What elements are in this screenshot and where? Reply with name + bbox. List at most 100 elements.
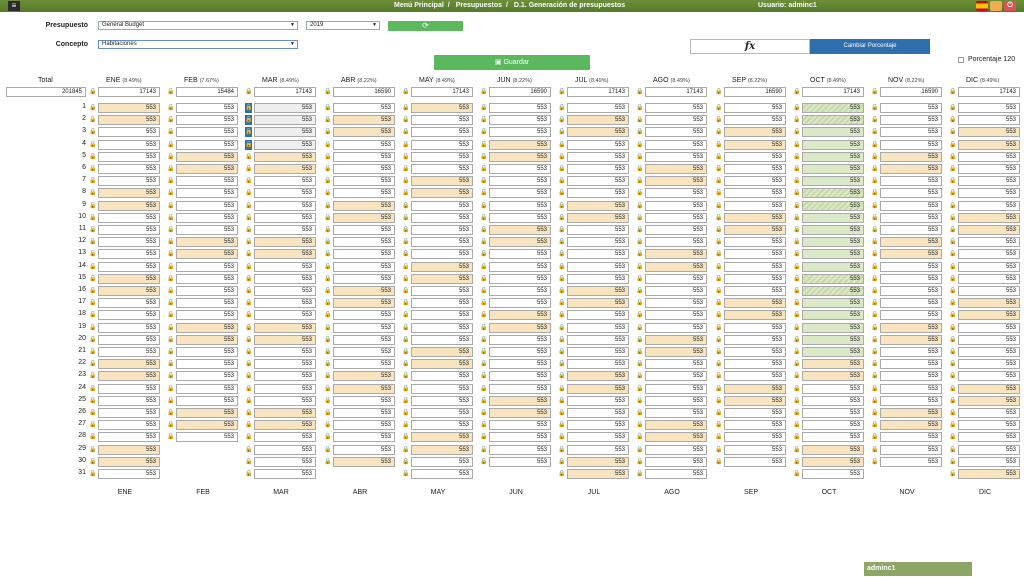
lock-icon[interactable]: 🔒	[793, 117, 801, 123]
lock-icon[interactable]: 🔒	[793, 264, 801, 270]
lock-icon[interactable]: 🔒	[558, 434, 566, 440]
day-value-input[interactable]: 553	[411, 396, 473, 406]
day-value-input[interactable]: 553	[958, 298, 1020, 308]
lock-icon[interactable]: 🔒	[636, 373, 644, 379]
lock-icon[interactable]: 🔒	[245, 459, 253, 465]
day-value-input[interactable]: 553	[176, 201, 238, 211]
lock-icon[interactable]: 🔒	[89, 227, 97, 233]
day-value-input[interactable]: 553	[176, 188, 238, 198]
day-value-input[interactable]: 553	[645, 152, 707, 162]
lock-icon[interactable]: 🔒	[402, 447, 410, 453]
day-value-input[interactable]: 553	[567, 469, 629, 479]
day-value-input[interactable]: 553	[880, 201, 942, 211]
day-value-input[interactable]: 553	[411, 274, 473, 284]
lock-icon[interactable]: 🔒	[245, 264, 253, 270]
day-value-input[interactable]: 553	[645, 103, 707, 113]
lock-icon[interactable]: 🔒	[402, 325, 410, 331]
lock-icon[interactable]: 🔒	[558, 288, 566, 294]
lock-icon[interactable]: 🔒	[89, 422, 97, 428]
day-value-input[interactable]: 553	[176, 249, 238, 259]
day-value-input[interactable]: 553	[645, 396, 707, 406]
day-value-input[interactable]: 553	[802, 432, 864, 442]
day-value-input[interactable]: 553	[958, 213, 1020, 223]
day-value-input[interactable]: 553	[880, 420, 942, 430]
day-value-input[interactable]: 553	[489, 420, 551, 430]
lock-icon[interactable]: 🔒	[245, 127, 253, 137]
day-value-input[interactable]: 553	[333, 347, 395, 357]
lock-icon[interactable]: 🔒	[636, 129, 644, 135]
day-value-input[interactable]: 553	[724, 201, 786, 211]
lock-icon[interactable]: 🔒	[480, 325, 488, 331]
day-value-input[interactable]: 553	[98, 213, 160, 223]
lock-icon[interactable]: 🔒	[636, 288, 644, 294]
lock-icon[interactable]: 🔒	[324, 398, 332, 404]
lock-icon[interactable]: 🔒	[793, 190, 801, 196]
day-value-input[interactable]: 553	[802, 445, 864, 455]
lock-icon[interactable]: 🔒	[558, 300, 566, 306]
lock-icon[interactable]: 🔒	[324, 178, 332, 184]
day-value-input[interactable]: 553	[958, 323, 1020, 333]
lock-icon[interactable]: 🔒	[245, 140, 253, 150]
day-value-input[interactable]: 553	[567, 371, 629, 381]
day-value-input[interactable]: 553	[724, 225, 786, 235]
day-value-input[interactable]: 553	[411, 408, 473, 418]
day-value-input[interactable]: 553	[880, 298, 942, 308]
day-value-input[interactable]: 553	[645, 347, 707, 357]
lock-icon[interactable]: 🔒	[715, 422, 723, 428]
lock-icon[interactable]: 🔒	[402, 105, 410, 111]
day-value-input[interactable]: 553	[880, 396, 942, 406]
lock-icon[interactable]: 🔒	[715, 142, 723, 148]
day-value-input[interactable]: 553	[489, 164, 551, 174]
lock-icon[interactable]: 🔒	[402, 251, 410, 257]
lock-icon[interactable]: 🔒	[949, 312, 957, 318]
lock-icon[interactable]: 🔒	[324, 190, 332, 196]
day-value-input[interactable]: 553	[645, 310, 707, 320]
lock-icon[interactable]: 🔒	[636, 215, 644, 221]
lock-icon[interactable]: 🔒	[324, 264, 332, 270]
day-value-input[interactable]: 553	[411, 445, 473, 455]
lock-icon[interactable]: 🔒	[89, 239, 97, 245]
lock-icon[interactable]: 🔒	[480, 154, 488, 160]
lock-icon[interactable]: 🔒	[480, 166, 488, 172]
day-value-input[interactable]: 553	[724, 188, 786, 198]
day-value-input[interactable]: 553	[489, 127, 551, 137]
day-value-input[interactable]: 553	[98, 274, 160, 284]
lock-icon[interactable]: 🔒	[245, 398, 253, 404]
day-value-input[interactable]: 553	[411, 335, 473, 345]
lock-icon[interactable]: 🔒	[793, 178, 801, 184]
lock-icon[interactable]: 🔒	[480, 422, 488, 428]
lock-icon[interactable]: 🔒	[636, 117, 644, 123]
day-value-input[interactable]: 553	[802, 249, 864, 259]
lock-icon[interactable]: 🔒	[793, 337, 801, 343]
day-value-input[interactable]: 553	[958, 384, 1020, 394]
day-value-input[interactable]: 553	[98, 127, 160, 137]
day-value-input[interactable]: 553	[880, 188, 942, 198]
lock-icon[interactable]: 🔒	[636, 422, 644, 428]
lock-icon[interactable]: 🔒	[480, 349, 488, 355]
day-value-input[interactable]: 553	[176, 359, 238, 369]
lock-icon[interactable]: 🔒	[480, 89, 488, 95]
lock-icon[interactable]: 🔒	[324, 89, 332, 95]
day-value-input[interactable]: 553	[567, 298, 629, 308]
day-value-input[interactable]: 553	[411, 225, 473, 235]
lock-icon[interactable]: 🔒	[480, 447, 488, 453]
lock-icon[interactable]: 🔒	[558, 386, 566, 392]
lock-icon[interactable]: 🔒	[245, 276, 253, 282]
lock-icon[interactable]: 🔒	[871, 386, 879, 392]
lock-icon[interactable]: 🔒	[793, 142, 801, 148]
day-value-input[interactable]: 553	[880, 432, 942, 442]
day-value-input[interactable]: 553	[958, 347, 1020, 357]
lock-icon[interactable]: 🔒	[480, 434, 488, 440]
lock-icon[interactable]: 🔒	[715, 105, 723, 111]
lock-icon[interactable]: 🔒	[558, 227, 566, 233]
day-value-input[interactable]: 553	[411, 201, 473, 211]
lock-icon[interactable]: 🔒	[324, 239, 332, 245]
lock-icon[interactable]: 🔒	[558, 410, 566, 416]
day-value-input[interactable]: 553	[254, 420, 316, 430]
lock-icon[interactable]: 🔒	[949, 471, 957, 477]
lock-icon[interactable]: 🔒	[167, 178, 175, 184]
lock-icon[interactable]: 🔒	[167, 264, 175, 270]
lock-icon[interactable]: 🔒	[480, 105, 488, 111]
lock-icon[interactable]: 🔒	[167, 337, 175, 343]
lock-icon[interactable]: 🔒	[793, 288, 801, 294]
